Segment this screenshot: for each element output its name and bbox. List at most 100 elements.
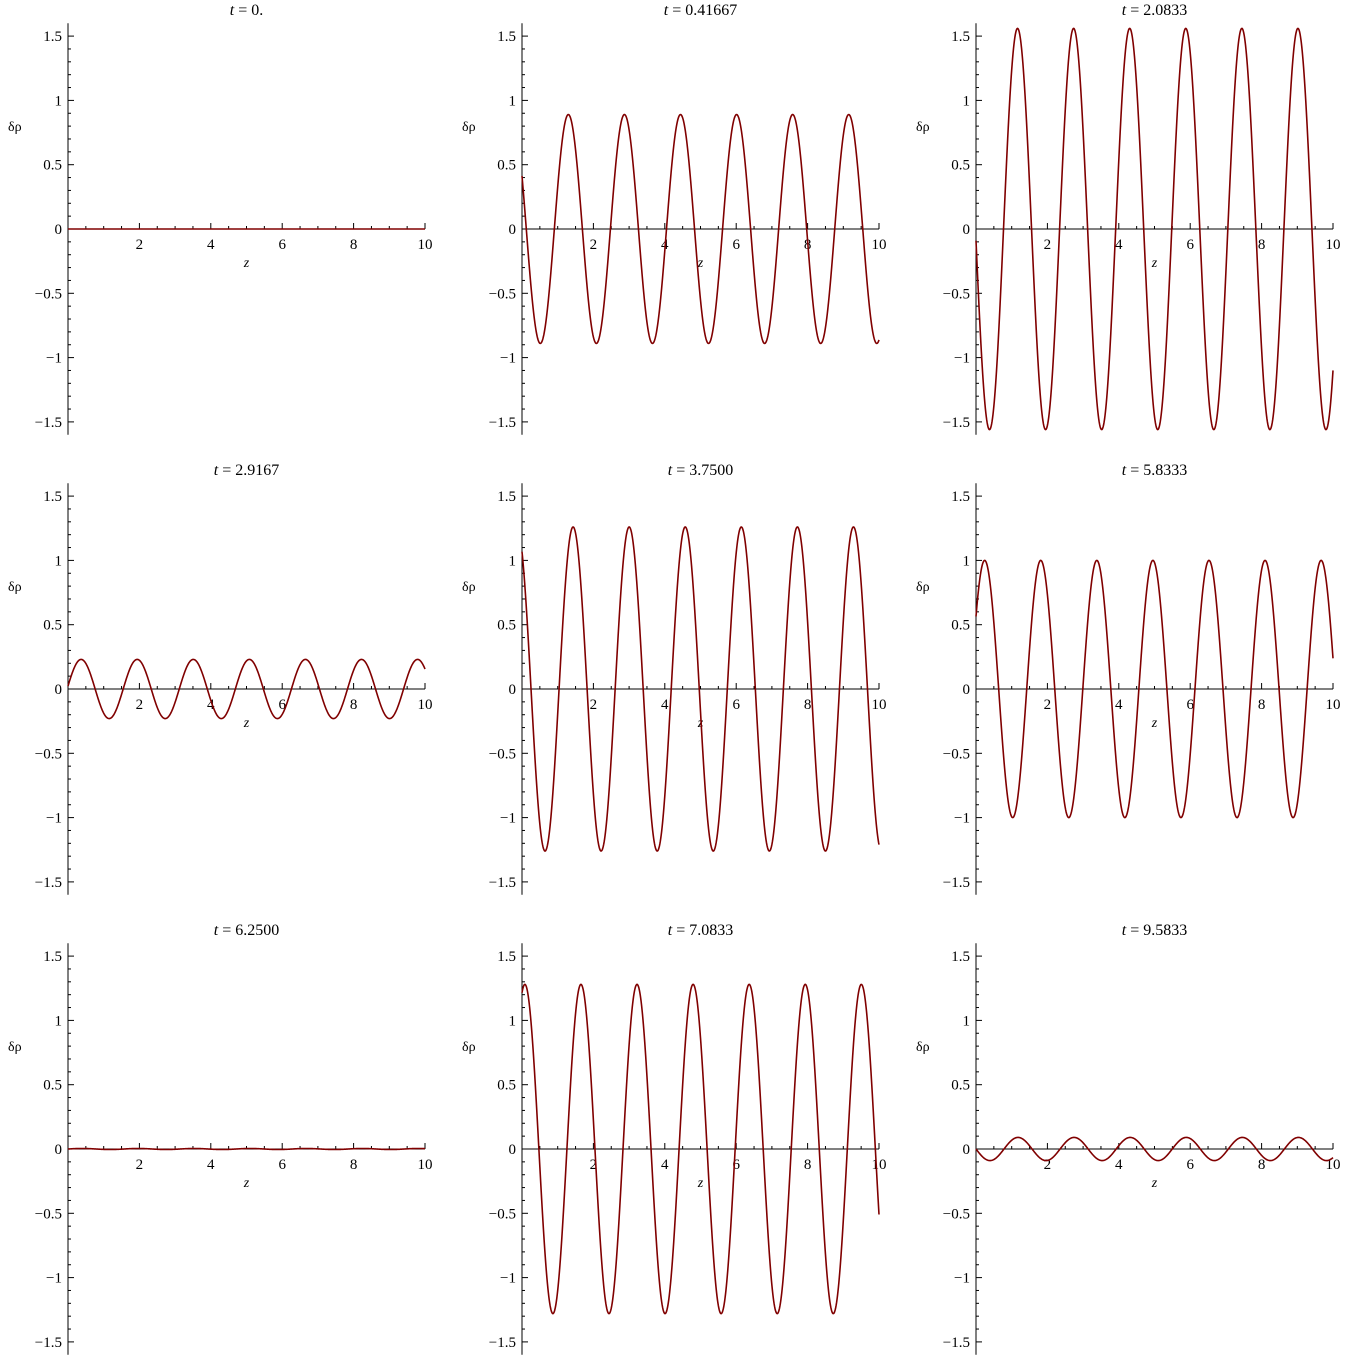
x-tick-label: 2 bbox=[1044, 237, 1052, 253]
x-tick-label: 4 bbox=[1115, 1157, 1123, 1173]
x-tick-label: 2 bbox=[590, 1157, 598, 1173]
series-line bbox=[67, 1147, 426, 1151]
y-tick-label: −1 bbox=[500, 1271, 516, 1287]
x-tick-label: 10 bbox=[1326, 1157, 1341, 1173]
y-tick-label: 0 bbox=[509, 682, 517, 698]
x-tick-label: 6 bbox=[278, 697, 286, 713]
y-tick-label: −1 bbox=[500, 351, 516, 367]
chart-title: t = 2.0833 bbox=[1122, 2, 1187, 19]
series-line bbox=[521, 983, 880, 1315]
x-tick-label: 8 bbox=[1258, 237, 1266, 253]
x-tick-label: 8 bbox=[350, 697, 358, 713]
x-tick-label: 8 bbox=[804, 1157, 812, 1173]
y-tick-label: 1.5 bbox=[43, 949, 62, 965]
x-tick-label: 2 bbox=[1044, 1157, 1052, 1173]
y-tick-label: −1.5 bbox=[943, 875, 970, 891]
y-tick-label: −0.5 bbox=[35, 1206, 62, 1222]
x-tick-label: 4 bbox=[1115, 237, 1123, 253]
x-tick-label: 10 bbox=[872, 237, 887, 253]
subplot-9: t = 9.5833 1.5 1 0.5 0 −0.5 −1 −1.5 2 4 6 8 10 z δρ bbox=[916, 922, 1341, 1355]
x-tick-label: 8 bbox=[1258, 697, 1266, 713]
x-tick-label: 4 bbox=[1115, 697, 1123, 713]
y-tick-label: −1.5 bbox=[35, 415, 62, 431]
chart-title: t = 3.7500 bbox=[668, 462, 733, 479]
x-tick-label: 8 bbox=[1258, 1157, 1266, 1173]
y-tick-label: 1 bbox=[55, 553, 63, 569]
x-tick-label: 10 bbox=[872, 1157, 887, 1173]
subplot-3: t = 2.0833 1.5 1 0.5 0 −0.5 −1 −1.5 2 4 6 8 10 z δρ bbox=[916, 2, 1341, 435]
y-tick-label: −0.5 bbox=[489, 746, 516, 762]
x-tick-label: 4 bbox=[207, 697, 215, 713]
y-tick-label: −1.5 bbox=[35, 875, 62, 891]
y-tick-label: 0 bbox=[55, 222, 63, 238]
y-axis-label: δρ bbox=[916, 580, 930, 595]
y-tick-label: −1.5 bbox=[943, 1335, 970, 1351]
y-tick-label: −0.5 bbox=[943, 1206, 970, 1222]
x-axis-label: z bbox=[1151, 716, 1158, 731]
x-tick-label: 4 bbox=[207, 1157, 215, 1173]
series-line bbox=[521, 113, 880, 345]
y-tick-label: 1.5 bbox=[497, 949, 516, 965]
y-tick-label: 0 bbox=[963, 222, 971, 238]
subplot-4: t = 2.9167 1.5 1 0.5 0 −0.5 −1 −1.5 2 4 6 8 10 z δρ bbox=[8, 462, 433, 895]
y-axis-label: δρ bbox=[462, 1040, 476, 1055]
y-tick-label: −1 bbox=[46, 351, 62, 367]
y-axis-label: δρ bbox=[8, 580, 22, 595]
y-tick-label: 1 bbox=[509, 1013, 517, 1029]
y-tick-label: 1 bbox=[509, 553, 517, 569]
y-tick-label: 0.5 bbox=[497, 158, 516, 174]
y-tick-label: 0.5 bbox=[951, 158, 970, 174]
series-line bbox=[975, 27, 1334, 431]
x-tick-label: 10 bbox=[418, 697, 433, 713]
y-tick-label: 0.5 bbox=[497, 618, 516, 634]
y-tick-label: −1 bbox=[954, 351, 970, 367]
x-tick-label: 4 bbox=[661, 1157, 669, 1173]
y-tick-label: −1.5 bbox=[489, 875, 516, 891]
y-axis-label: δρ bbox=[462, 580, 476, 595]
y-axis-label: δρ bbox=[8, 120, 22, 135]
chart-title: t = 9.5833 bbox=[1122, 922, 1187, 939]
x-tick-label: 10 bbox=[872, 697, 887, 713]
y-axis-label: δρ bbox=[462, 120, 476, 135]
y-tick-label: −0.5 bbox=[35, 746, 62, 762]
x-axis-label: z bbox=[697, 256, 704, 271]
y-tick-label: 1 bbox=[509, 93, 517, 109]
x-tick-label: 2 bbox=[136, 237, 144, 253]
x-tick-label: 6 bbox=[1186, 237, 1194, 253]
chart-title: t = 5.8333 bbox=[1122, 462, 1187, 479]
y-tick-label: 0.5 bbox=[951, 618, 970, 634]
y-tick-label: −1.5 bbox=[489, 415, 516, 431]
x-tick-label: 6 bbox=[1186, 697, 1194, 713]
x-tick-label: 8 bbox=[350, 237, 358, 253]
series-line bbox=[975, 1136, 1334, 1162]
subplot-1: t = 0. 1.5 1 0.5 0 −0.5 −1 −1.5 2 4 6 8 10 z δρ bbox=[8, 2, 433, 435]
subplot-8: t = 7.0833 1.5 1 0.5 0 −0.5 −1 −1.5 2 4 6 8 10 z δρ bbox=[462, 922, 887, 1355]
x-tick-label: 6 bbox=[732, 697, 740, 713]
y-tick-label: 1.5 bbox=[43, 489, 62, 505]
y-tick-label: −1.5 bbox=[943, 415, 970, 431]
y-tick-label: 1.5 bbox=[951, 949, 970, 965]
x-tick-label: 8 bbox=[350, 1157, 358, 1173]
y-tick-label: −1 bbox=[954, 1271, 970, 1287]
chart-title: t = 6.2500 bbox=[214, 922, 279, 939]
y-tick-label: −1 bbox=[954, 811, 970, 827]
y-tick-label: 0 bbox=[55, 1142, 63, 1158]
y-tick-label: 1 bbox=[55, 93, 63, 109]
subplot-7: t = 6.2500 1.5 1 0.5 0 −0.5 −1 −1.5 2 4 6 8 10 z δρ bbox=[8, 922, 433, 1355]
y-tick-label: 0 bbox=[509, 222, 517, 238]
y-tick-label: −1.5 bbox=[489, 1335, 516, 1351]
y-tick-label: 1.5 bbox=[497, 489, 516, 505]
y-tick-label: −0.5 bbox=[943, 286, 970, 302]
chart-title: t = 0.41667 bbox=[664, 2, 737, 19]
y-tick-label: 1 bbox=[963, 1013, 971, 1029]
x-tick-label: 2 bbox=[590, 237, 598, 253]
x-tick-label: 2 bbox=[1044, 697, 1052, 713]
x-tick-label: 10 bbox=[1326, 237, 1341, 253]
x-axis-label: z bbox=[697, 1176, 704, 1191]
y-axis-label: δρ bbox=[916, 120, 930, 135]
y-tick-label: 0.5 bbox=[43, 618, 62, 634]
y-tick-label: −1.5 bbox=[35, 1335, 62, 1351]
y-tick-label: 1.5 bbox=[951, 489, 970, 505]
